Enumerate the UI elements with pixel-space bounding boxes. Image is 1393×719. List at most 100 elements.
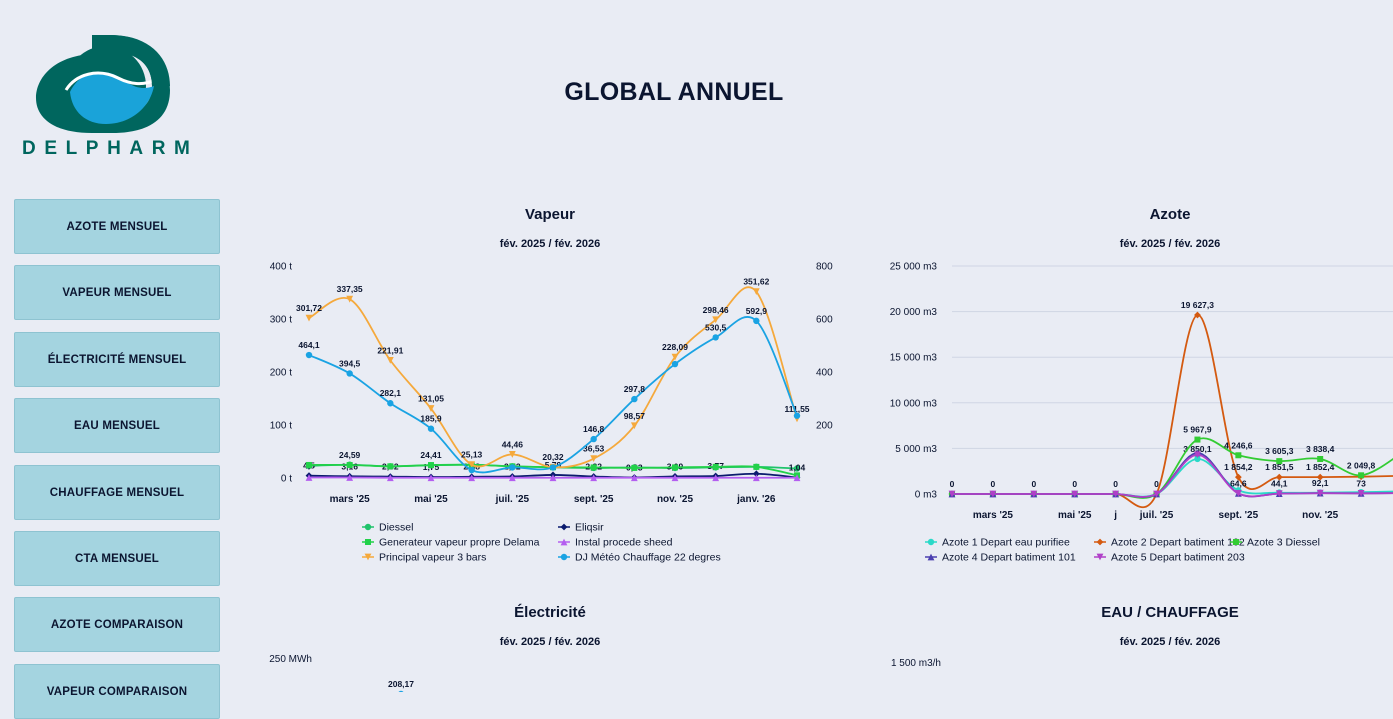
nav-button-azote-comparaison[interactable]: AZOTE COMPARAISON (14, 597, 220, 652)
nav-button-chauffage-mensuel[interactable]: CHAUFFAGE MENSUEL (14, 465, 220, 520)
y-tick-label: 20 000 m3 (890, 307, 938, 318)
data-point (387, 463, 393, 469)
legend-label: Generateur vapeur propre Delama (379, 537, 540, 549)
data-label: 221,91 (377, 345, 403, 355)
y-tick-label: 15 000 m3 (890, 353, 938, 364)
data-label: 282,1 (380, 388, 402, 398)
data-label: 298,46 (703, 305, 729, 315)
legend-label: Instal procede sheed (575, 537, 673, 549)
data-point (672, 464, 678, 470)
data-label: 146,8 (583, 424, 605, 434)
data-point (346, 370, 352, 376)
brand-wordmark: DELPHARM (22, 138, 198, 160)
legend-label: Azote 3 Diessel (1247, 537, 1320, 549)
x-tick-label: mai '25 (414, 494, 448, 505)
data-point (365, 539, 371, 545)
legend-label: DJ Météo Chauffage 22 degres (575, 552, 721, 564)
data-label: 73 (1356, 478, 1366, 488)
data-label: 1,04 (789, 462, 806, 472)
data-point (306, 315, 313, 322)
data-label: 394,5 (339, 358, 361, 368)
data-label: 3 838,4 (1306, 444, 1335, 454)
data-point (928, 539, 934, 545)
chart-title: Vapeur (250, 206, 850, 223)
data-label: 337,35 (337, 284, 363, 294)
data-label: 92,1 (1312, 478, 1329, 488)
x-tick-label: juil. '25 (1139, 510, 1174, 521)
data-label: 0 (1113, 479, 1118, 489)
data-label: 185,9 (420, 414, 442, 424)
data-label: 64,6 (1230, 478, 1247, 488)
y-right-tick-label: 600 (816, 315, 833, 326)
data-point (468, 467, 474, 473)
data-point (428, 426, 434, 432)
x-tick-label: juil. '25 (495, 494, 530, 505)
data-point (631, 465, 637, 471)
data-point (347, 462, 353, 468)
chart-title: EAU / CHAUFFAGE (870, 604, 1393, 621)
data-point (1276, 458, 1282, 464)
nav-button-electricite-mensuel[interactable]: ÉLECTRICITÉ MENSUEL (14, 332, 220, 387)
legend-label: Azote 4 Depart batiment 101 (942, 552, 1076, 564)
data-point (794, 413, 800, 419)
data-label: 228,09 (662, 342, 688, 352)
data-label: 44,1 (1271, 479, 1288, 489)
data-label: 25,13 (461, 450, 483, 460)
y-tick-label: 0 m3 (915, 490, 938, 501)
chart-subtitle: fév. 2025 / fév. 2026 (870, 636, 1393, 648)
legend-label: Diessel (379, 522, 413, 534)
chart-subtitle: fév. 2025 / fév. 2026 (250, 636, 850, 648)
data-label: 464,1 (298, 340, 320, 350)
data-point (561, 524, 568, 531)
legend-label: Azote 5 Depart batiment 203 (1111, 552, 1245, 564)
y-tick-label: 250 MWh (269, 654, 312, 665)
data-point (1233, 539, 1239, 545)
nav-button-vapeur-mensuel[interactable]: VAPEUR MENSUEL (14, 265, 220, 320)
y-right-tick-label: 800 (816, 262, 833, 273)
y-tick-label: 300 t (270, 315, 292, 326)
y-tick-label: 100 t (270, 421, 292, 432)
chart-subtitle: fév. 2025 / fév. 2026 (250, 238, 850, 250)
x-tick-label: sept. '25 (1219, 510, 1259, 521)
data-label: 20,32 (542, 452, 564, 462)
chart-subtitle: fév. 2025 / fév. 2026 (870, 238, 1393, 250)
data-label: 1 854,2 (1224, 462, 1253, 472)
data-point (365, 524, 371, 530)
legend-label: Azote 2 Depart batiment 102 (1111, 537, 1245, 549)
data-label: 351,62 (743, 277, 769, 287)
legend-label: Principal vapeur 3 bars (379, 552, 486, 564)
data-point (590, 436, 596, 442)
data-point (306, 462, 312, 468)
data-label: 0 (950, 479, 955, 489)
data-label: 0 (991, 479, 996, 489)
y-tick-label: 10 000 m3 (890, 398, 938, 409)
data-label: 0 (1154, 479, 1159, 489)
y-tick-label: 25 000 m3 (890, 262, 938, 273)
y-tick-label: 5 000 m3 (895, 444, 937, 455)
chart-title: Azote (870, 206, 1393, 223)
data-label: 592,9 (746, 306, 768, 316)
x-tick-label: mars '25 (330, 494, 371, 505)
data-label: 131,05 (418, 394, 444, 404)
data-label: 24,41 (420, 450, 442, 460)
y-tick-label: 200 t (270, 368, 292, 379)
nav-button-cta-mensuel[interactable]: CTA MENSUEL (14, 531, 220, 586)
data-point (631, 396, 637, 402)
x-tick-label: nov. '25 (1302, 510, 1339, 521)
chart-title: Électricité (250, 604, 850, 621)
data-point (712, 334, 718, 340)
y-tick-label: 0 t (281, 474, 292, 485)
data-label: 98,57 (624, 411, 646, 421)
data-point (753, 318, 759, 324)
data-label: 0 (1072, 479, 1077, 489)
data-point (672, 361, 678, 367)
legend-label: Azote 1 Depart eau purifiee (942, 537, 1070, 549)
nav-button-azote-mensuel[interactable]: AZOTE MENSUEL (14, 199, 220, 254)
data-point (387, 400, 393, 406)
y-tick-label: 400 t (270, 262, 292, 273)
data-point (1097, 539, 1104, 546)
page-title: GLOBAL ANNUEL (0, 78, 1348, 107)
nav-button-eau-mensuel[interactable]: EAU MENSUEL (14, 398, 220, 453)
